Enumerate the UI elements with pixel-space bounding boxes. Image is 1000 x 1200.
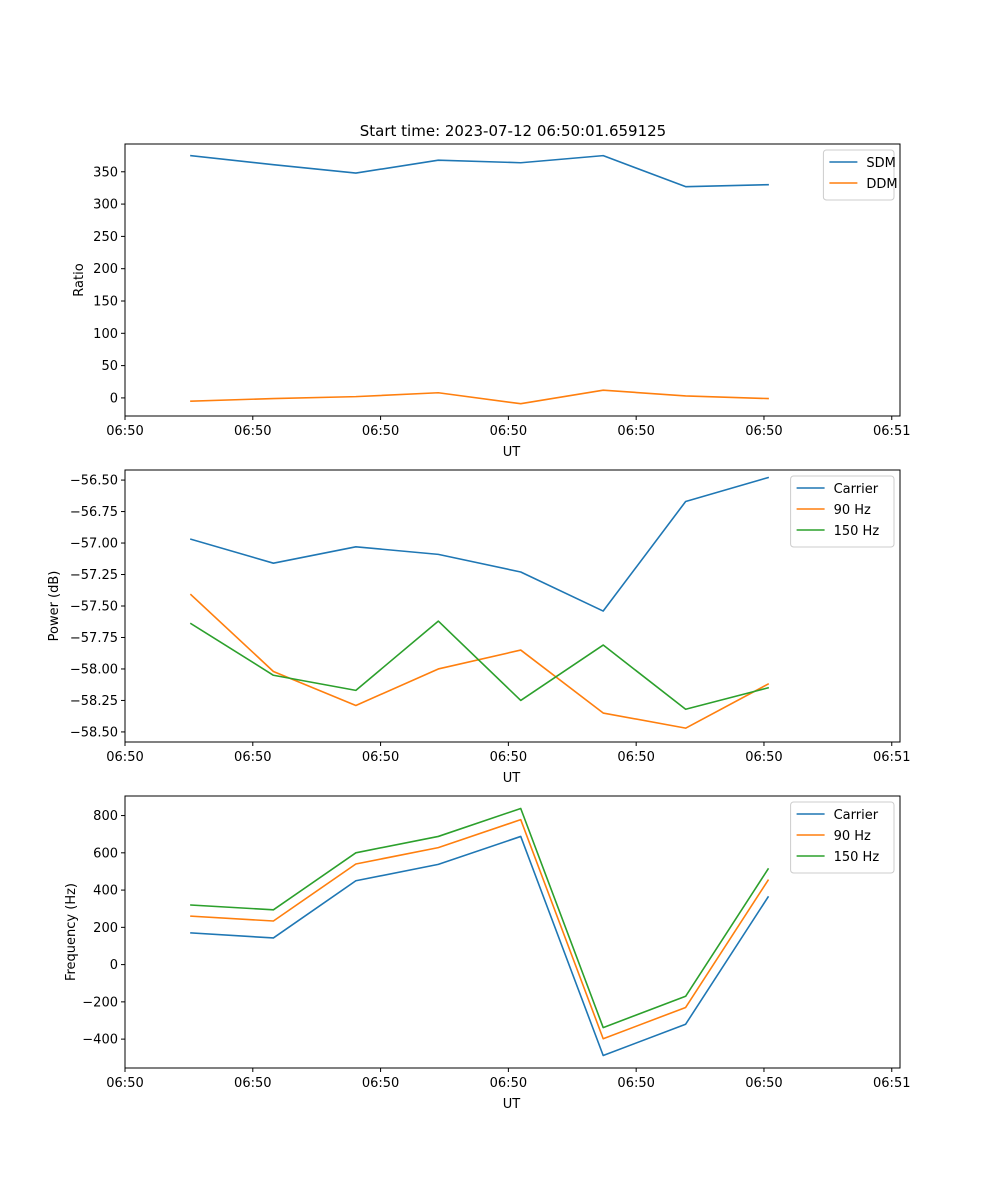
y-tick-label: −56.50 xyxy=(70,474,118,489)
series-line-150-hz xyxy=(189,620,770,711)
legend-entry: SDM xyxy=(866,156,895,171)
y-tick-label: 600 xyxy=(93,846,118,861)
y-tick-label: 800 xyxy=(93,809,118,824)
y-tick-label: 150 xyxy=(93,294,118,309)
y-tick-label: 50 xyxy=(101,359,118,374)
legend-entry: 90 Hz xyxy=(834,503,871,518)
x-tick-label: 06:50 xyxy=(745,1076,782,1091)
legend: SDM DDM xyxy=(822,149,898,201)
x-tick-label: 06:50 xyxy=(362,1076,399,1091)
legend-entry: 150 Hz xyxy=(834,850,880,865)
x-tick-label: 06:50 xyxy=(745,424,782,439)
y-axis-label: Power (dB) xyxy=(47,571,62,642)
series-line-sdm xyxy=(190,154,769,188)
legend: Carrier 90 Hz 150 Hz xyxy=(790,801,895,874)
legend-entry: DDM xyxy=(866,177,897,192)
x-tick-label: 06:50 xyxy=(745,750,782,765)
y-tick-label: 300 xyxy=(93,198,118,213)
x-tick-label: 06:50 xyxy=(617,1076,654,1091)
legend-entry: 90 Hz xyxy=(834,829,871,844)
series-line-ddm xyxy=(190,389,769,405)
y-axis-label: Frequency (Hz) xyxy=(64,883,79,981)
y-tick-label: 0 xyxy=(110,958,118,973)
x-tick-label: 06:50 xyxy=(617,424,654,439)
x-tick-label: 06:50 xyxy=(362,424,399,439)
y-tick-label: −57.00 xyxy=(70,537,118,552)
y-tick-label: 100 xyxy=(93,327,118,342)
y-tick-label: −200 xyxy=(82,995,118,1010)
y-tick-label: −58.50 xyxy=(70,725,118,740)
y-tick-label: −58.00 xyxy=(70,662,118,677)
axes-frame xyxy=(124,143,901,417)
ratio-chart-panel: 06:50 06:50 06:50 06:50 06:50 06:50 06:51 0 50 10… xyxy=(72,143,910,460)
x-tick-label: 06:51 xyxy=(873,750,910,765)
legend-entry: 150 Hz xyxy=(834,524,880,539)
x-tick-label: 06:50 xyxy=(617,750,654,765)
legend: Carrier 90 Hz 150 Hz xyxy=(790,475,895,548)
series-line-90-hz xyxy=(190,818,770,1040)
axes-frame xyxy=(124,795,901,1069)
y-tick-label: 250 xyxy=(93,230,118,245)
y-tick-label: 350 xyxy=(93,165,118,180)
x-tick-label: 06:50 xyxy=(234,1076,271,1091)
y-tick-label: −57.75 xyxy=(70,631,118,646)
y-tick-label: 400 xyxy=(93,884,118,899)
x-tick-label: 06:50 xyxy=(490,424,527,439)
x-tick-label: 06:50 xyxy=(106,750,143,765)
frequency-chart-panel: 06:50 06:50 06:50 06:50 06:50 06:50 06:51 −400 −… xyxy=(64,795,910,1112)
y-tick-label: −56.75 xyxy=(70,505,118,520)
y-tick-label: −58.25 xyxy=(70,694,118,709)
y-tick-label: −57.50 xyxy=(70,600,118,615)
x-axis-label: UT xyxy=(503,1097,521,1112)
x-tick-label: 06:50 xyxy=(490,750,527,765)
x-axis-label: UT xyxy=(503,771,521,786)
y-tick-label: 200 xyxy=(93,921,118,936)
x-tick-label: 06:51 xyxy=(873,424,910,439)
y-axis-label: Ratio xyxy=(72,263,87,296)
x-tick-label: 06:50 xyxy=(106,424,143,439)
series-line-150-hz xyxy=(190,807,770,1029)
x-axis-label: UT xyxy=(503,445,521,460)
x-tick-label: 06:50 xyxy=(234,424,271,439)
legend-entry: Carrier xyxy=(834,808,879,823)
x-tick-label: 06:50 xyxy=(362,750,399,765)
y-tick-label: 0 xyxy=(110,391,118,406)
series-line-carrier xyxy=(189,476,770,612)
power-chart-panel: 06:50 06:50 06:50 06:50 06:50 06:50 06:51 −58.5… xyxy=(47,469,910,786)
x-tick-label: 06:50 xyxy=(234,750,271,765)
figure-title: Start time: 2023-07-12 06:50:01.659125 xyxy=(360,122,666,140)
y-tick-label: −400 xyxy=(82,1033,118,1048)
series-line-carrier xyxy=(190,835,770,1057)
y-tick-label: 200 xyxy=(93,262,118,277)
y-tick-label: −57.25 xyxy=(70,568,118,583)
x-tick-label: 06:50 xyxy=(106,1076,143,1091)
legend-entry: Carrier xyxy=(834,482,879,497)
x-tick-label: 06:51 xyxy=(873,1076,910,1091)
x-tick-label: 06:50 xyxy=(490,1076,527,1091)
